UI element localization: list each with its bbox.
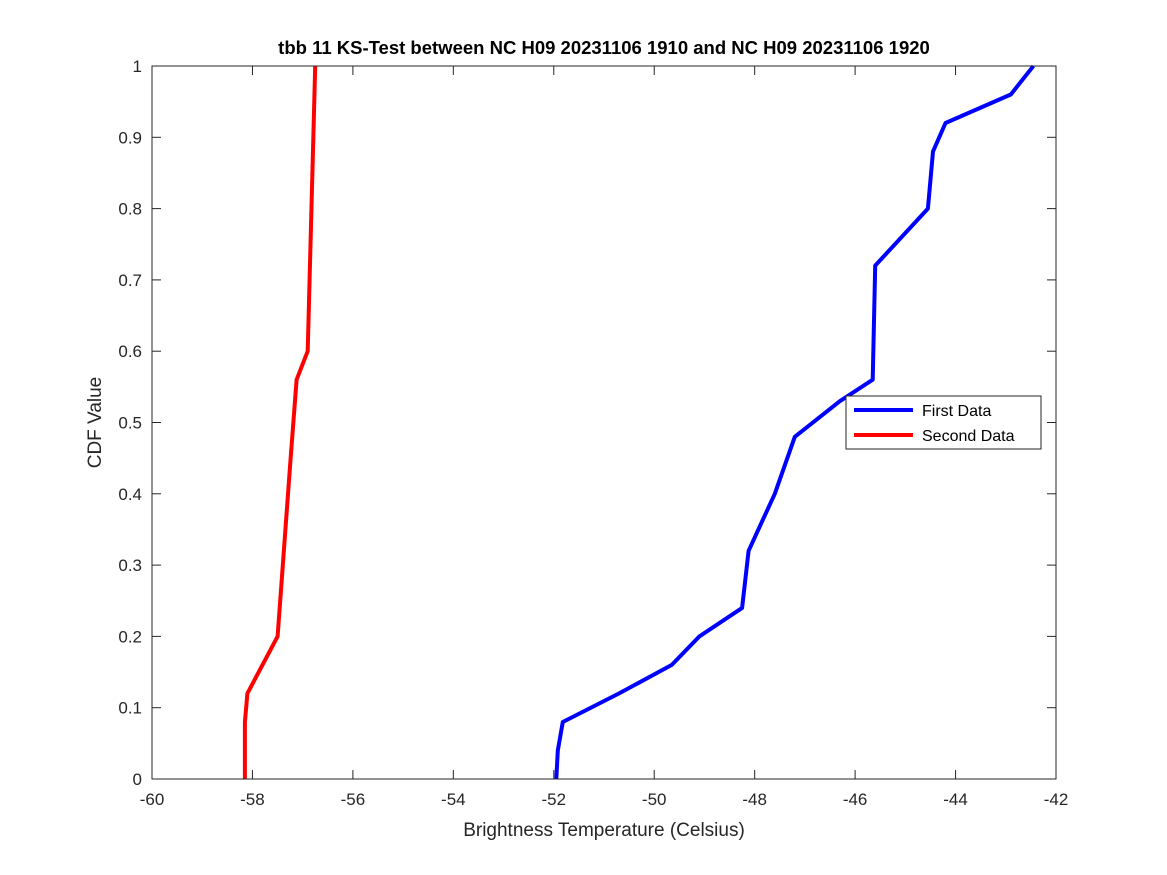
- x-tick-label: -54: [441, 790, 466, 809]
- x-tick-label: -46: [843, 790, 868, 809]
- legend-label-2: Second Data: [922, 428, 1015, 445]
- series-layer: [242, 64, 1035, 780]
- x-tick-label: -58: [240, 790, 265, 809]
- ticks-layer: -60 -58 -56 -54 -52 -50 -48 -46 -44 -42 0 0.1 0.2 0.3…: [118, 57, 1068, 809]
- y-axis-label: CDF Value: [85, 377, 106, 469]
- y-tick-label: 0.4: [118, 485, 142, 504]
- legend-box: [845, 395, 1042, 450]
- legend: First Data Second Data: [845, 395, 1042, 450]
- y-tick-label: 0.3: [118, 556, 142, 575]
- y-tick-label: 0.5: [118, 414, 142, 433]
- x-tick-label: -44: [943, 790, 968, 809]
- x-tick-label: -42: [1044, 790, 1069, 809]
- chart-title: tbb 11 KS-Test between NC H09 20231106 1…: [278, 37, 930, 58]
- x-axis-label: Brightness Temperature (Celsius): [463, 820, 745, 841]
- y-tick-label: 0.8: [118, 200, 142, 219]
- y-tick-label: 0.9: [118, 128, 142, 147]
- y-tick-label: 0.1: [118, 699, 142, 718]
- x-tick-label: -50: [642, 790, 667, 809]
- y-tick-label: 0.6: [118, 342, 142, 361]
- y-tick-label: 0: [133, 770, 142, 789]
- x-tick-label: -60: [140, 790, 165, 809]
- legend-label-1: First Data: [922, 403, 991, 420]
- x-tick-label: -56: [341, 790, 366, 809]
- x-tick-label: -48: [742, 790, 767, 809]
- series-line-2: [242, 65, 318, 779]
- y-tick-label: 1: [133, 57, 142, 76]
- y-tick-label: 0.2: [118, 627, 142, 646]
- y-tick-label: 0.7: [118, 271, 142, 290]
- series-line-1: [554, 64, 1035, 780]
- x-tick-label: -52: [541, 790, 566, 809]
